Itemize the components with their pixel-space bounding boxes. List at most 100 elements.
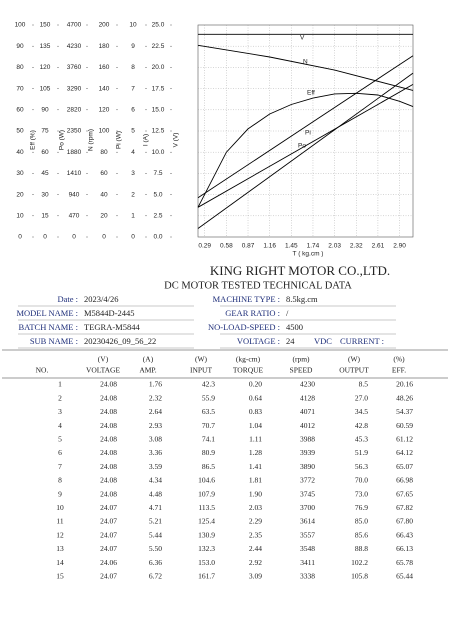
y-tick-label: 90 [16, 43, 24, 50]
current-label: CURRENT : [340, 336, 384, 346]
series-label: Eff [307, 90, 315, 97]
y-tick-label: 470 [69, 213, 80, 220]
y-axis-label: Pi (W) [116, 131, 123, 149]
y-tick-label: 80 [16, 64, 24, 71]
y-tick-label: 1880 [67, 149, 82, 156]
y-axis-label: V (V) [173, 133, 180, 148]
table-cell: 3988 [300, 435, 315, 444]
table-cell: 10 [56, 503, 64, 512]
table-cell: 85.0 [355, 517, 368, 526]
table-cell: 1.90 [249, 489, 262, 498]
y-tick-label: 60 [16, 107, 24, 114]
info-label: VOLTAGE : [237, 336, 280, 346]
info-label: MODEL NAME : [16, 308, 78, 318]
info-value: M5844D-2445 [84, 308, 135, 318]
table-cell: 104.6 [198, 476, 215, 485]
y-tick-label: 17.5 [152, 85, 165, 92]
unit-header: (kg-cm) [236, 355, 261, 364]
table-cell: 45.3 [355, 435, 368, 444]
y-tick-label: 2.5 [153, 213, 162, 220]
table-cell: 2.35 [249, 530, 262, 539]
table-cell: 2.93 [149, 421, 162, 430]
y-axis-label: I (A) [143, 134, 150, 146]
x-tick-label: 0.87 [242, 243, 255, 250]
table-cell: 4.71 [149, 503, 162, 512]
column-header: TORQUE [233, 366, 264, 375]
y-tick-label: 5 [131, 128, 135, 135]
table-cell: 107.9 [198, 489, 215, 498]
y-axis-label: N (rpm) [88, 129, 95, 151]
column-header: SPEED [290, 366, 314, 375]
series-label: Po [298, 143, 306, 150]
y-tick-label: 30 [16, 170, 24, 177]
table-cell: 130.9 [198, 530, 215, 539]
info-value: 2023/4/26 [84, 294, 118, 304]
table-cell: 20.16 [396, 380, 413, 389]
y-tick-label: 135 [40, 43, 51, 50]
y-tick-label: 4700 [67, 22, 82, 29]
table-cell: 14 [56, 558, 64, 567]
y-tick-label: 20.0 [152, 64, 165, 71]
table-cell: 55.9 [202, 393, 215, 402]
doc-subtitle: DC MOTOR TESTED TECHNICAL DATA [164, 280, 352, 291]
table-cell: 3.59 [149, 462, 162, 471]
table-cell: 113.5 [198, 503, 215, 512]
table-cell: 24.08 [100, 476, 117, 485]
table-cell: 24.07 [100, 530, 117, 539]
table-cell: 1.04 [249, 421, 262, 430]
column-header: INPUT [190, 366, 213, 375]
y-tick-label: 20 [16, 191, 24, 198]
info-label: NO-LOAD-SPEED : [208, 322, 280, 332]
y-tick-label: 0 [102, 234, 106, 241]
y-tick-label: 120 [40, 64, 51, 71]
table-cell: 7 [58, 462, 62, 471]
table-cell: 61.12 [396, 435, 413, 444]
x-tick-label: 2.61 [372, 243, 385, 250]
y-tick-label: 70 [16, 85, 24, 92]
table-cell: 2.03 [249, 503, 262, 512]
table-cell: 65.07 [396, 462, 413, 471]
table-cell: 80.9 [202, 448, 215, 457]
y-tick-label: 22.5 [152, 43, 165, 50]
y-tick-label: 180 [99, 43, 110, 50]
table-cell: 3.08 [149, 435, 162, 444]
y-tick-label: 10 [129, 22, 137, 29]
series-label: Pi [305, 130, 311, 137]
y-tick-label: 105 [40, 85, 51, 92]
table-cell: 1 [58, 380, 62, 389]
table-cell: 4012 [300, 421, 315, 430]
series-label: V [300, 35, 305, 42]
y-axis-label: Eff (%) [30, 130, 37, 150]
table-cell: 66.98 [396, 476, 413, 485]
series-line [197, 84, 414, 208]
y-tick-label: 100 [99, 128, 110, 135]
table-cell: 64.12 [396, 448, 413, 457]
y-tick-label: 20 [100, 213, 108, 220]
table-cell: 3772 [300, 476, 315, 485]
y-tick-label: 5.0 [153, 191, 162, 198]
column-header: VOLTAGE [86, 366, 121, 375]
y-tick-label: 150 [40, 22, 51, 29]
table-cell: 34.5 [355, 407, 368, 416]
y-tick-label: 60 [41, 149, 49, 156]
y-tick-label: 200 [99, 22, 110, 29]
table-cell: 24.08 [100, 393, 117, 402]
y-axis-label: Po (W) [59, 130, 66, 150]
table-cell: 0.64 [249, 393, 262, 402]
table-cell: 60.59 [396, 421, 413, 430]
table-cell: 5.21 [149, 517, 162, 526]
column-header: AMP. [139, 366, 156, 375]
table-cell: 13 [56, 544, 64, 553]
table-cell: 8 [58, 476, 62, 485]
table-cell: 24.08 [100, 421, 117, 430]
y-tick-label: 2820 [67, 107, 82, 114]
unit-header: (W) [195, 355, 208, 364]
y-tick-label: 6 [131, 107, 135, 114]
table-cell: 73.0 [355, 489, 368, 498]
table-cell: 3557 [300, 530, 315, 539]
y-tick-label: 7.5 [153, 170, 162, 177]
table-cell: 3700 [300, 503, 315, 512]
y-tick-label: 40 [100, 191, 108, 198]
y-tick-label: 100 [15, 22, 26, 29]
